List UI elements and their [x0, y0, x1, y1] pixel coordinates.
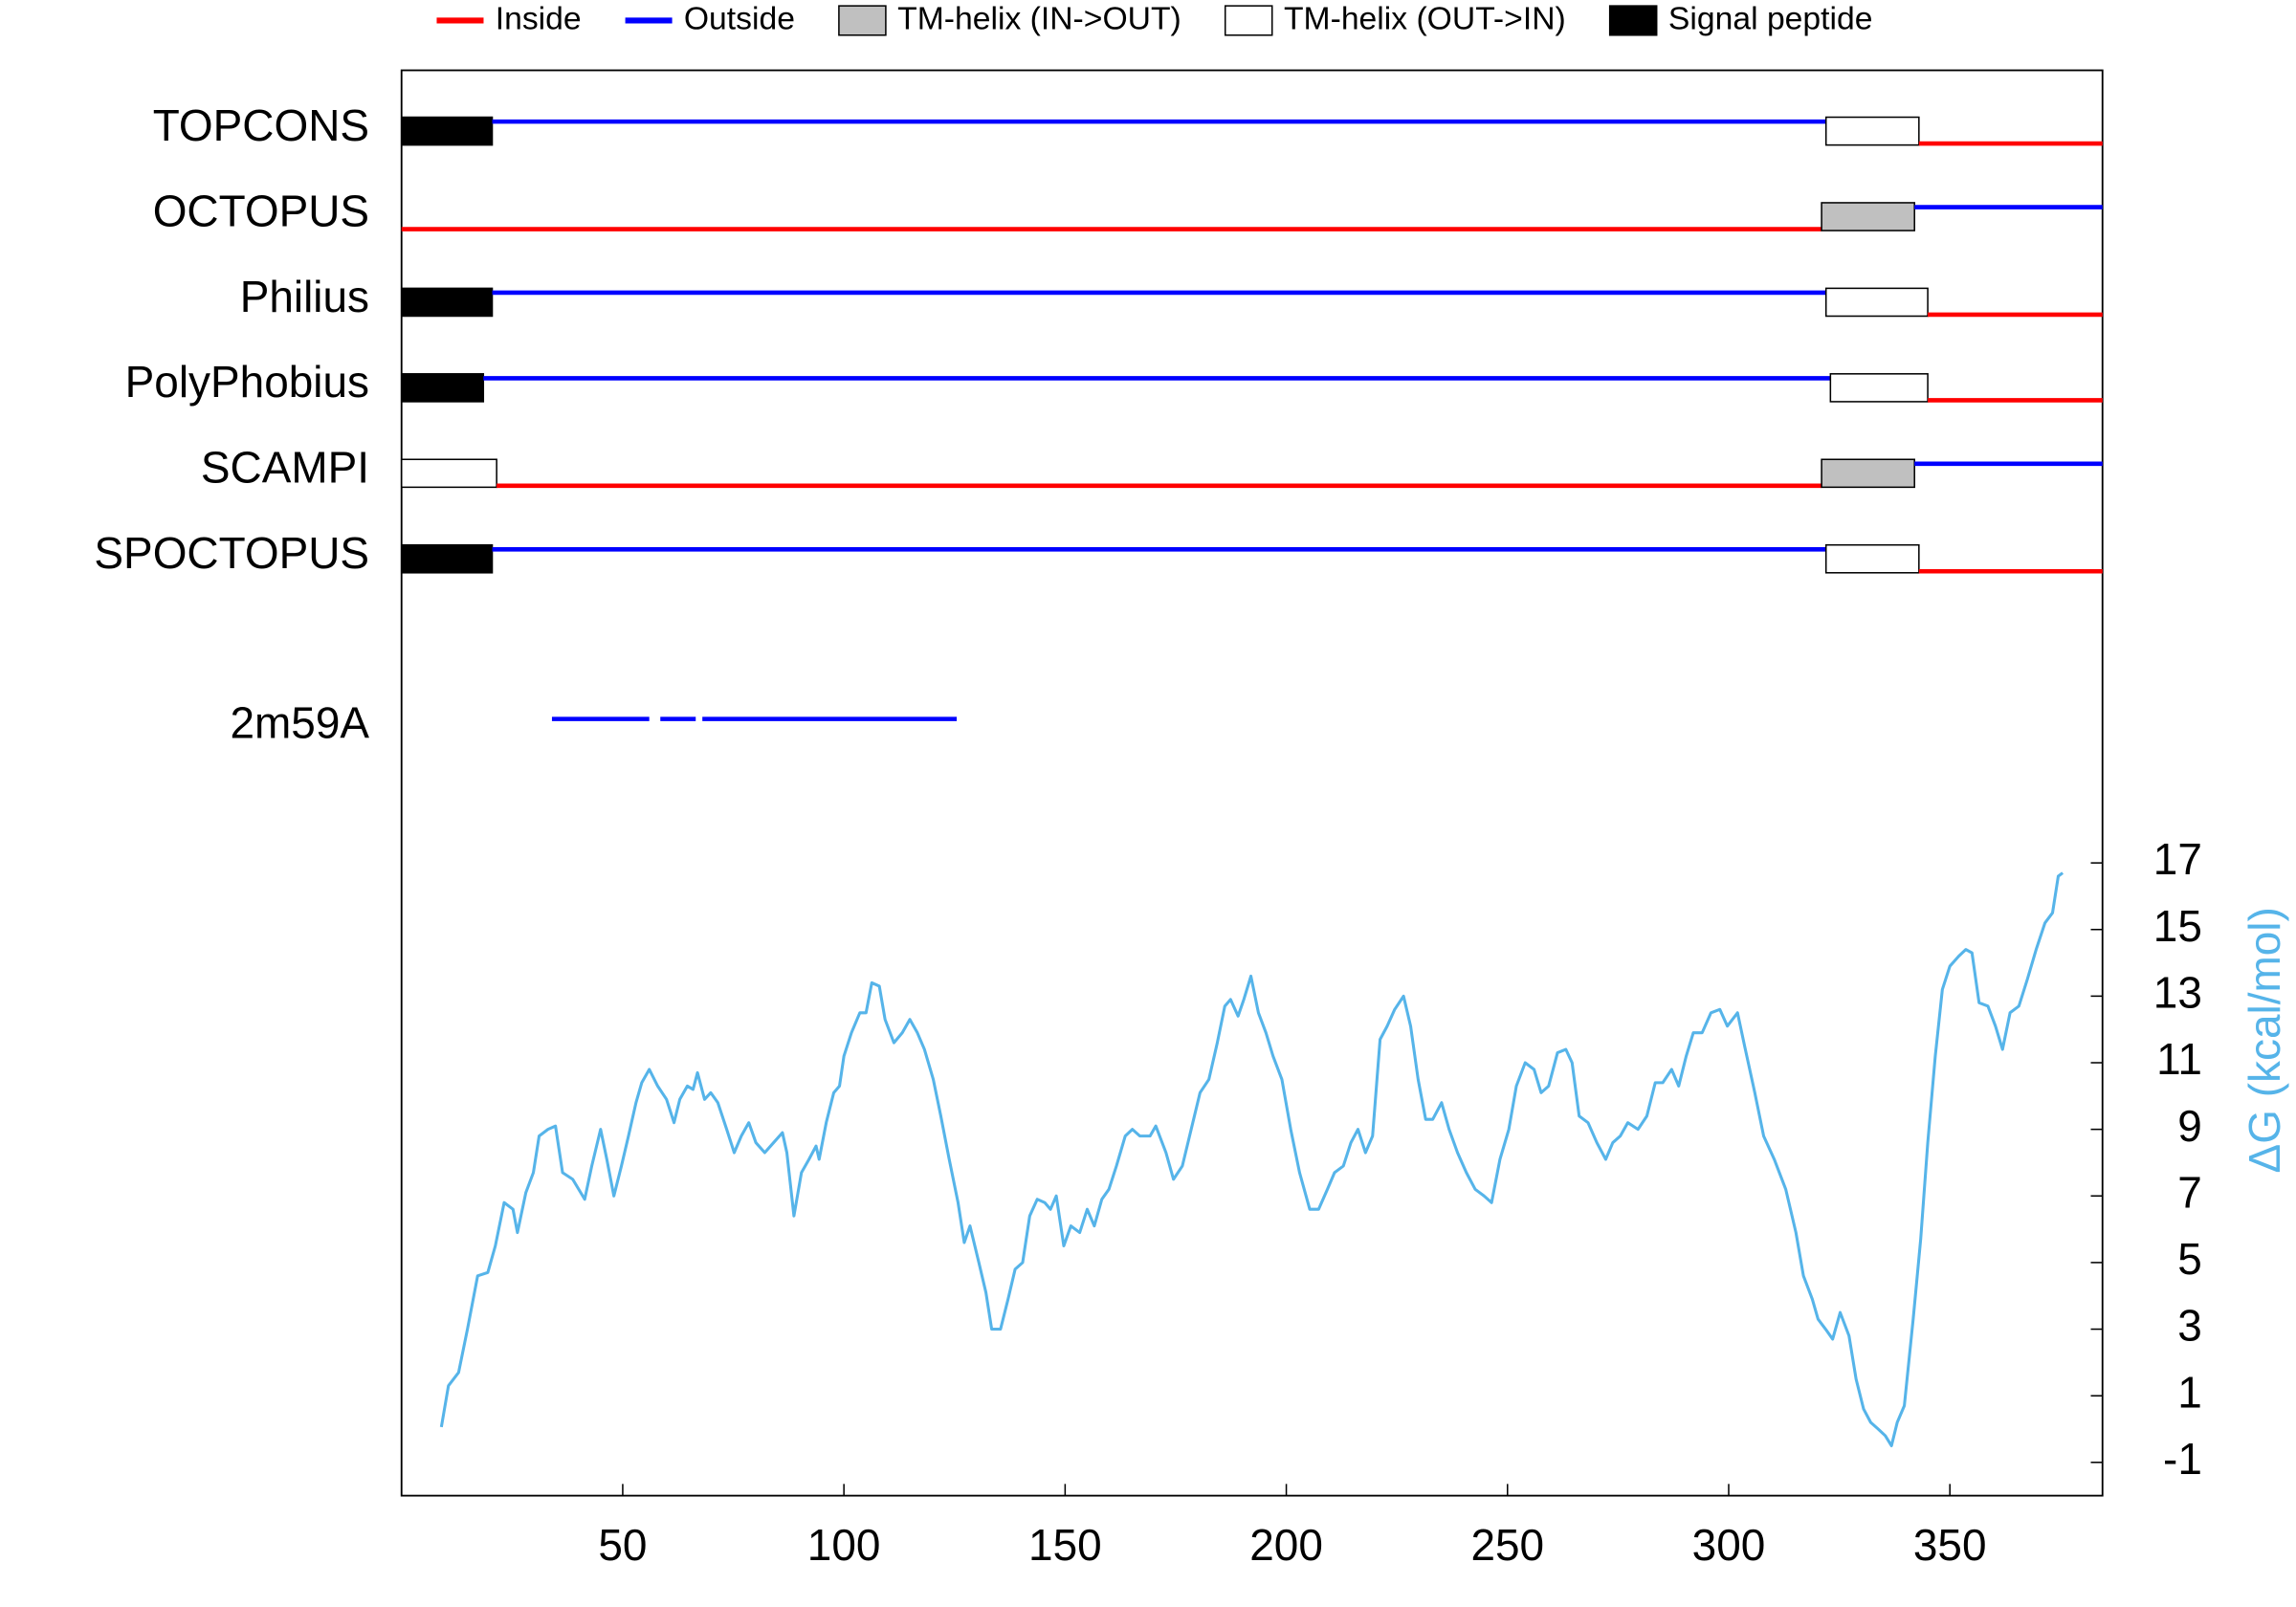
- segment-box: [1824, 543, 1920, 574]
- y2-tick-label: 3: [2177, 1301, 2202, 1351]
- x-tick-label: 350: [1913, 1520, 1987, 1570]
- x-tick-label: 100: [807, 1520, 881, 1570]
- legend-label: TM-helix (IN->OUT): [897, 1, 1181, 36]
- track-label: TOPCONS: [153, 100, 369, 150]
- dg-line: [439, 871, 2064, 1447]
- x-tick-label: 250: [1470, 1520, 1544, 1570]
- track-label: SPOCTOPUS: [94, 528, 369, 578]
- segment-box: [1821, 202, 1915, 231]
- track-label: OCTOPUS: [153, 186, 369, 235]
- legend-label: Outside: [684, 1, 795, 36]
- plot-frame: [400, 69, 2104, 1497]
- segment-box: [400, 458, 497, 489]
- y2-tick-label: -1: [2163, 1434, 2202, 1484]
- segment-box: [1821, 458, 1915, 489]
- y2-tick-label: 15: [2153, 901, 2202, 951]
- legend-swatch: [1224, 5, 1273, 36]
- y2-tick-label: 9: [2177, 1101, 2202, 1151]
- y2-tick-label: 17: [2153, 834, 2202, 884]
- legend-swatch: [1608, 5, 1658, 36]
- y2-tick-label: 13: [2153, 968, 2202, 1018]
- track-label: Philius: [240, 272, 369, 321]
- y2-axis-label: ΔG (kcal/mol): [2240, 907, 2289, 1173]
- x-tick-label: 50: [598, 1520, 647, 1570]
- track-label: 2m59A: [230, 697, 369, 747]
- x-tick-label: 200: [1249, 1520, 1323, 1570]
- legend-swatch: [838, 5, 887, 36]
- segment-box: [1824, 116, 1920, 146]
- y2-tick-label: 7: [2177, 1167, 2202, 1217]
- x-tick-label: 300: [1692, 1520, 1766, 1570]
- track-label: PolyPhobius: [125, 357, 369, 407]
- legend-label: TM-helix (OUT->IN): [1284, 1, 1566, 36]
- segment-box: [1829, 373, 1929, 403]
- segment-box: [400, 373, 485, 403]
- segment-box: [1824, 287, 1929, 318]
- legend-label: Signal peptide: [1668, 1, 1873, 36]
- legend-label: Inside: [496, 1, 582, 36]
- y2-tick-label: 1: [2177, 1367, 2202, 1417]
- segment-box: [400, 543, 494, 574]
- y2-tick-label: 11: [2156, 1034, 2202, 1084]
- x-tick-label: 150: [1028, 1520, 1102, 1570]
- y2-tick-label: 5: [2177, 1234, 2202, 1284]
- track-label: SCAMPI: [201, 443, 369, 493]
- segment-box: [400, 116, 494, 146]
- segment-box: [400, 287, 494, 318]
